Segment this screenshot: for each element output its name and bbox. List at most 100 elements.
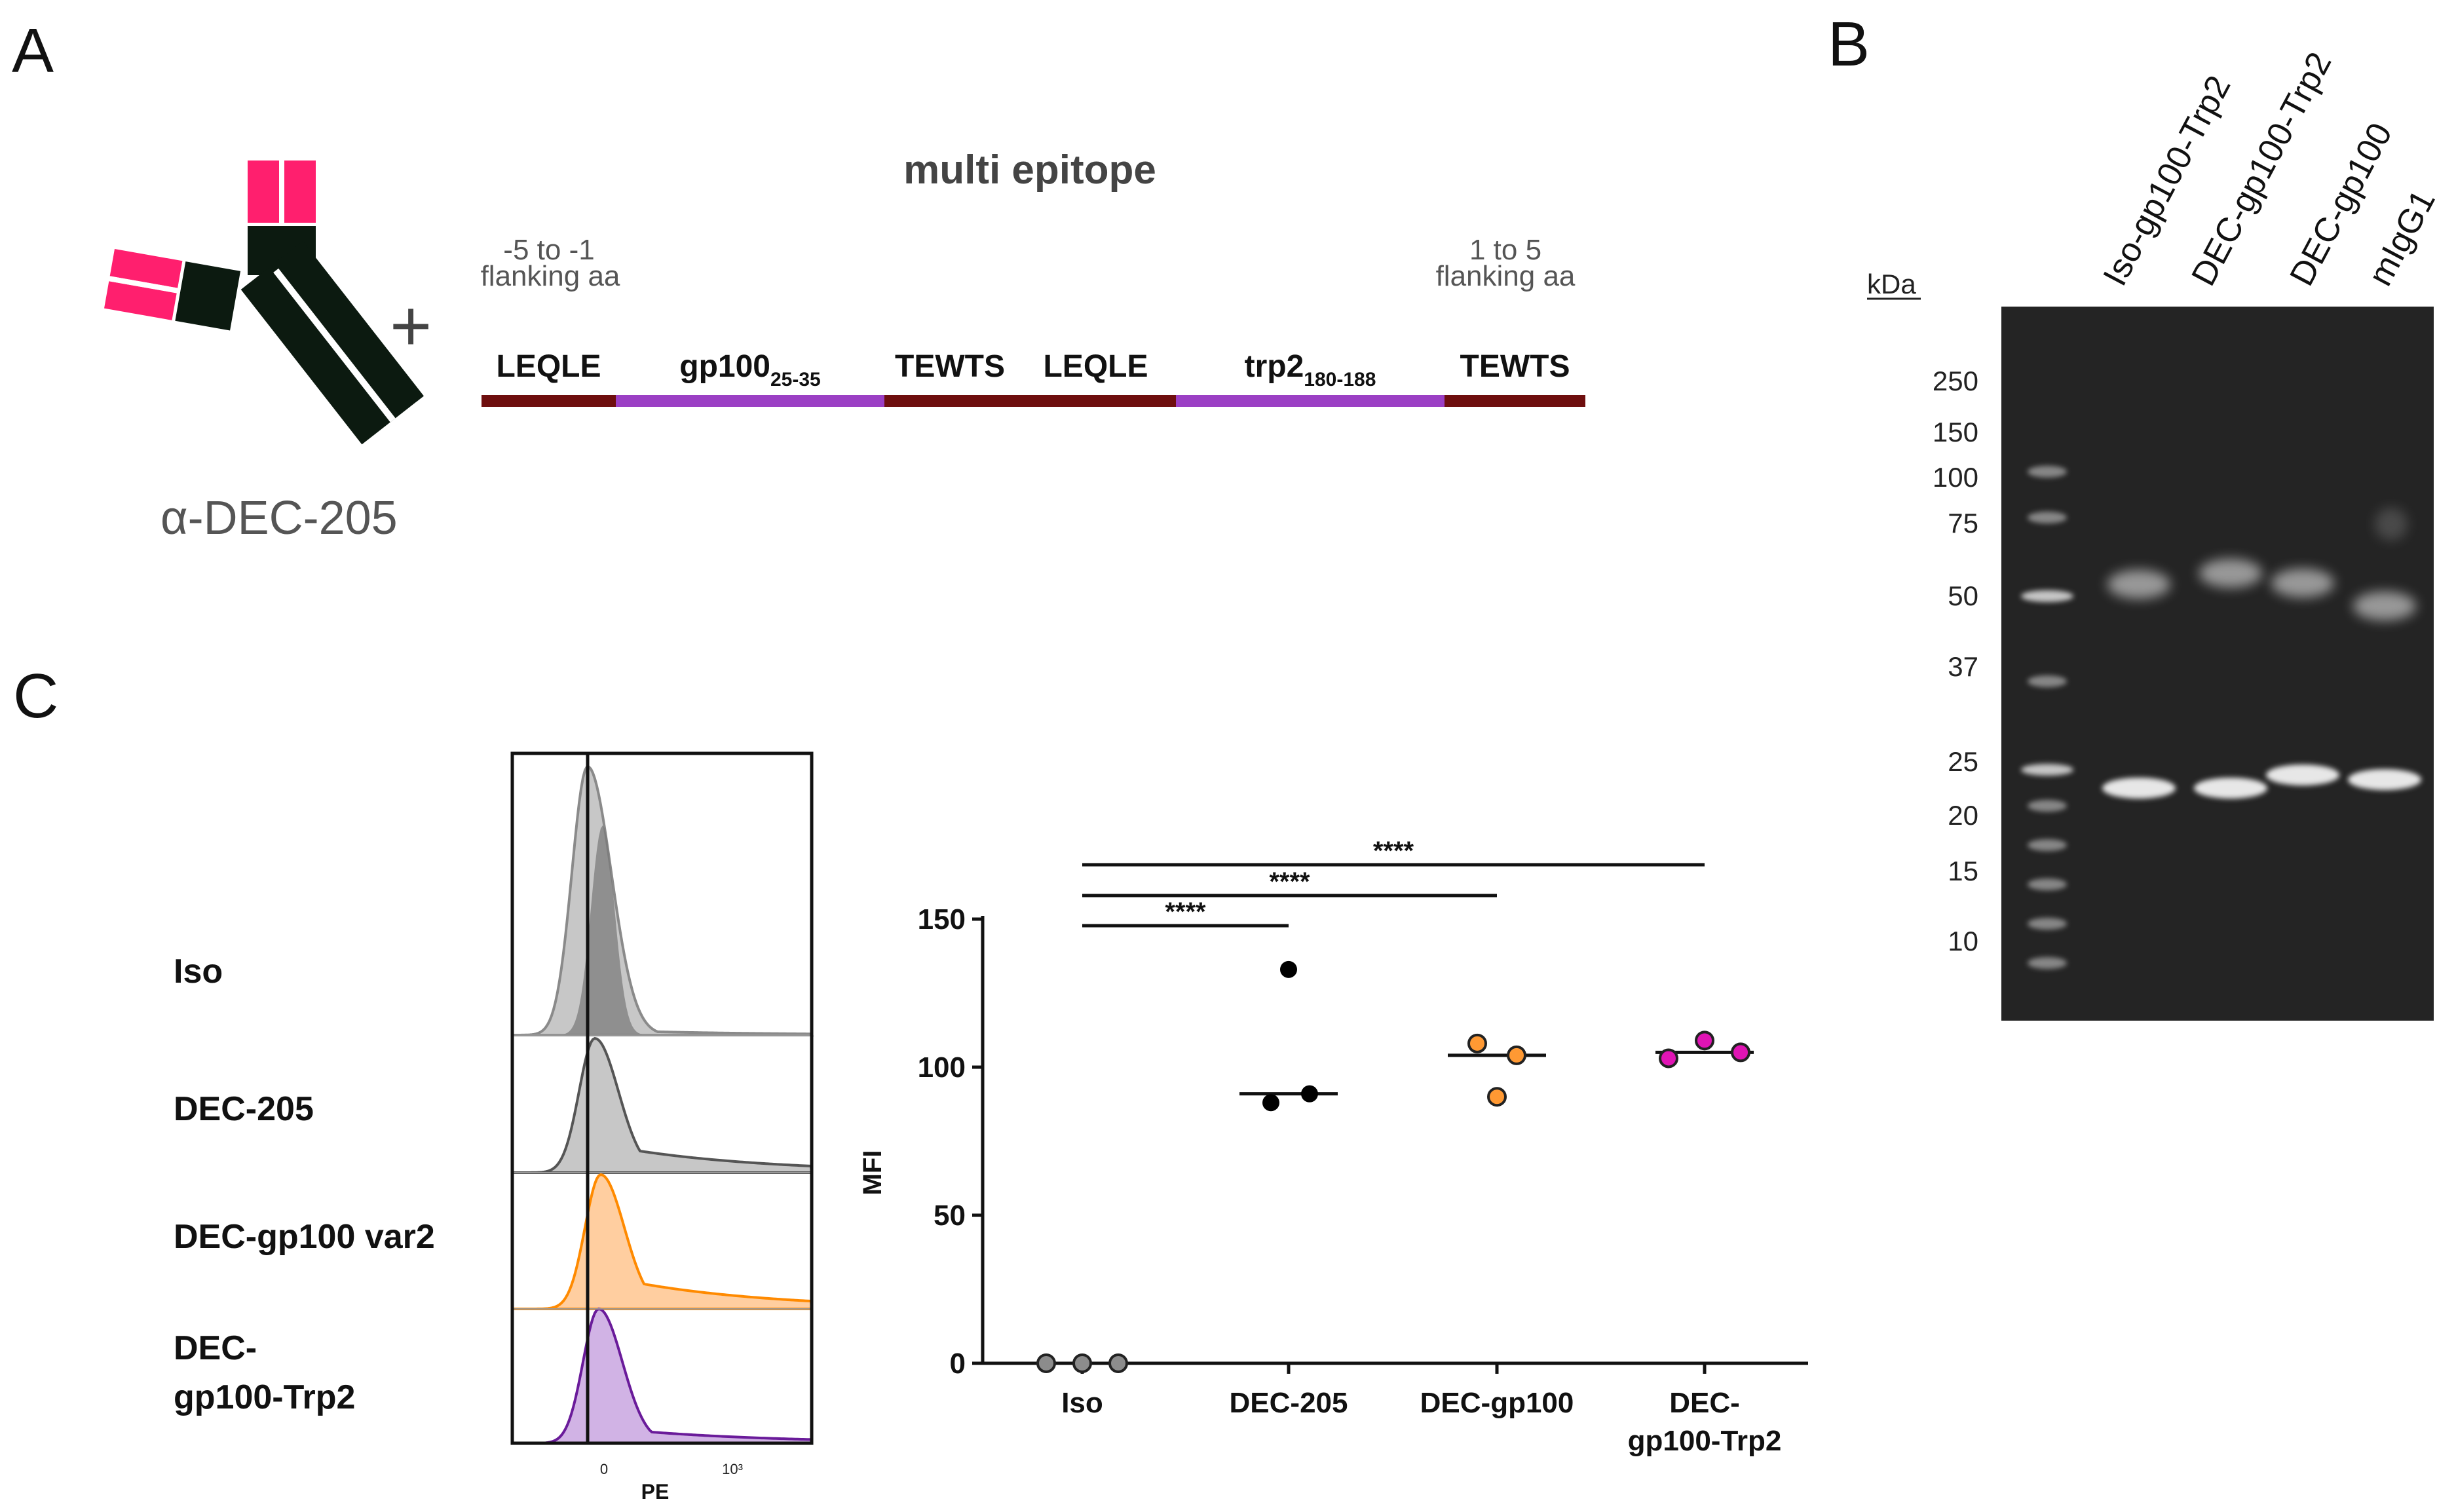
gel-image xyxy=(2001,307,2434,1021)
segment-bar-3 xyxy=(1015,395,1176,407)
data-point xyxy=(1731,1042,1750,1063)
data-point xyxy=(1659,1048,1678,1068)
panel-label-b: B xyxy=(1828,9,1870,79)
y-axis-label: MFI xyxy=(858,1150,887,1196)
histogram-row-label-3: DEC- xyxy=(174,1329,257,1367)
lane-label-3: mIgG1 xyxy=(2361,184,2442,292)
light-chain-band xyxy=(2348,769,2421,790)
heavy-chain-band xyxy=(2353,592,2416,620)
y-tick-label: 0 xyxy=(950,1348,966,1380)
segment-label-4: trp2180-188 xyxy=(1245,349,1376,390)
data-point xyxy=(1262,1094,1279,1112)
histogram-2 xyxy=(512,1173,814,1310)
marker-label-10: 10 xyxy=(1948,926,1978,956)
data-point xyxy=(1507,1045,1526,1065)
heavy-chain-band xyxy=(2107,570,2170,599)
panel-label-a: A xyxy=(12,16,54,86)
flank-right-line1: 1 to 5 xyxy=(1469,234,1541,266)
segment-label-1: gp10025-35 xyxy=(679,349,820,390)
ladder-band xyxy=(2028,839,2067,851)
segment-label-5: TEWTS xyxy=(1460,349,1570,384)
light-chain-band xyxy=(2266,765,2339,785)
marker-label-250: 250 xyxy=(1933,366,1978,396)
flank-left-line1: -5 to -1 xyxy=(503,234,594,266)
data-point xyxy=(1467,1033,1487,1053)
segment-label-3: LEQLE xyxy=(1043,349,1148,384)
significance-label-0: **** xyxy=(1165,898,1206,926)
epitope-construct: LEQLE gp10025-35 TEWTS LEQLE trp2180-188 TEWT… xyxy=(482,349,1585,407)
significance-label-2: **** xyxy=(1373,837,1414,865)
protein-bands xyxy=(2102,508,2421,799)
ladder-band xyxy=(2028,957,2067,969)
marker-label-25: 25 xyxy=(1948,746,1978,777)
marker-label-100: 100 xyxy=(1933,462,1978,493)
ladder-band xyxy=(2021,590,2073,602)
segment-bar-2 xyxy=(884,395,1015,407)
heavy-chain-band xyxy=(2271,569,2334,597)
plus-sign: + xyxy=(390,286,432,366)
histogram-row-label-1: DEC-205 xyxy=(174,1090,314,1128)
hist-tick-1000: 10³ xyxy=(722,1461,743,1477)
segment-bar-4 xyxy=(1176,395,1445,407)
x-tick-label-2: DEC-gp100 xyxy=(1420,1387,1574,1419)
marker-label-75: 75 xyxy=(1948,508,1978,539)
data-point xyxy=(1301,1085,1318,1103)
hist-xlabel: PE xyxy=(641,1480,670,1503)
histogram-0 xyxy=(512,765,814,1036)
gel-panel: kDa Iso-gp100-Trp2DEC-gp100-Trp2DEC-gp10… xyxy=(1867,47,2443,1021)
data-point xyxy=(1072,1353,1092,1373)
data-point xyxy=(1280,960,1297,978)
segment-bar-0 xyxy=(482,395,616,407)
x-tick-label-3: gp100-Trp2 xyxy=(1628,1425,1782,1457)
y-tick-label: 50 xyxy=(934,1200,966,1232)
antibody-label: α-DEC-205 xyxy=(161,492,398,544)
data-point xyxy=(1108,1353,1128,1373)
ladder-band xyxy=(2028,512,2067,523)
ladder-band xyxy=(2028,918,2067,930)
y-tick-label: 150 xyxy=(918,903,966,936)
histogram-row-label-3: gp100-Trp2 xyxy=(174,1378,355,1416)
ladder-bands xyxy=(2021,466,2073,969)
ladder-band xyxy=(2028,800,2067,812)
antibody-icon xyxy=(104,161,424,445)
segment-bar-1 xyxy=(616,395,884,407)
marker-label-50: 50 xyxy=(1948,580,1978,611)
marker-label-150: 150 xyxy=(1933,417,1978,447)
construct-title: multi epitope xyxy=(903,147,1156,193)
ladder-band xyxy=(2021,764,2073,776)
light-chain-band xyxy=(2102,778,2176,799)
light-chain-band xyxy=(2194,778,2267,799)
kda-label: kDa xyxy=(1867,269,1916,299)
marker-label-20: 20 xyxy=(1948,800,1978,831)
data-point xyxy=(1487,1087,1507,1107)
heavy-chain-band xyxy=(2199,559,2262,588)
flank-right-line2: flanking aa xyxy=(1436,260,1576,292)
marker-label-37: 37 xyxy=(1948,651,1978,682)
histogram-frame xyxy=(510,751,814,1445)
histogram-1 xyxy=(512,1036,814,1174)
y-tick-label: 100 xyxy=(918,1051,966,1084)
segment-label-0: LEQLE xyxy=(496,349,601,384)
x-tick-label-1: DEC-205 xyxy=(1230,1387,1348,1419)
ladder-band xyxy=(2028,675,2067,687)
panel-label-c: C xyxy=(13,661,58,731)
segment-label-2: TEWTS xyxy=(895,349,1005,384)
mfi-scatter-chart: MFI 0 50 100 150 Iso DEC-205 DEC-gp100 DEC-gp10… xyxy=(858,837,1808,1457)
histogram-row-label-2: DEC-gp100 var2 xyxy=(174,1218,435,1256)
segment-bar-5 xyxy=(1445,395,1585,407)
faint-band xyxy=(2375,508,2408,540)
marker-label-15: 15 xyxy=(1948,856,1978,886)
histogram-row-label-0: Iso xyxy=(174,953,223,991)
hist-tick-0: 0 xyxy=(600,1461,608,1477)
ladder-band xyxy=(2028,466,2067,478)
histogram-panel: Iso DEC-205 DEC-gp100 var2 DEC-gp100-Trp2 0… xyxy=(174,751,814,1503)
flank-left-line2: flanking aa xyxy=(481,260,620,292)
x-tick-label-0: Iso xyxy=(1061,1387,1103,1419)
data-point xyxy=(1695,1030,1714,1051)
x-tick-label-3: DEC- xyxy=(1669,1387,1740,1419)
significance-label-1: **** xyxy=(1269,867,1310,896)
ladder-band xyxy=(2028,879,2067,890)
data-point xyxy=(1036,1353,1056,1373)
histogram-3 xyxy=(512,1307,814,1445)
